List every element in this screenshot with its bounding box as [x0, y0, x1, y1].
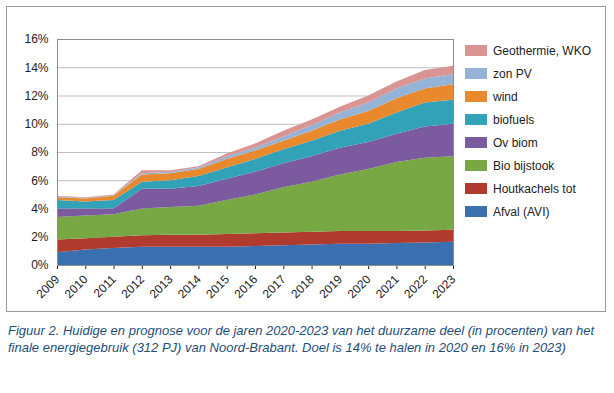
svg-text:14%: 14%	[24, 61, 48, 75]
svg-text:2019: 2019	[316, 272, 345, 301]
svg-text:0%: 0%	[31, 258, 49, 272]
svg-text:12%: 12%	[24, 89, 48, 103]
html-text:Houtkachels tot: Houtkachels tot	[493, 181, 576, 196]
svg-text:2020: 2020	[345, 272, 374, 301]
html-text:wind: wind	[493, 89, 518, 104]
html-text:Afval (AVI): Afval (AVI)	[493, 204, 550, 219]
svg-text:2013: 2013	[147, 272, 176, 301]
html-text:biofuels: biofuels	[493, 112, 535, 127]
svg-text:2023: 2023	[430, 272, 459, 301]
html-text:Ov biom: Ov biom	[493, 135, 538, 150]
html-text:zon PV: zon PV	[493, 66, 532, 81]
svg-text:8%: 8%	[31, 145, 49, 159]
svg-text:2018: 2018	[288, 272, 317, 301]
html-text:Bio bijstook: Bio bijstook	[493, 158, 555, 173]
svg-text:4%: 4%	[31, 202, 49, 216]
svg-text:2010: 2010	[62, 272, 91, 301]
svg-text:2015: 2015	[203, 272, 232, 301]
html-text:Geothermie, WKO: Geothermie, WKO	[493, 43, 591, 58]
svg-text:2021: 2021	[373, 272, 402, 301]
svg-text:16%: 16%	[24, 32, 48, 46]
svg-text:2011: 2011	[91, 272, 119, 300]
svg-text:6%: 6%	[31, 174, 49, 188]
svg-text:2022: 2022	[401, 272, 430, 301]
svg-text:2009: 2009	[34, 272, 63, 301]
svg-text:2014: 2014	[175, 272, 204, 301]
svg-text:10%: 10%	[24, 117, 48, 131]
svg-text:2012: 2012	[118, 272, 147, 301]
svg-text:2017: 2017	[260, 272, 289, 301]
svg-text:2016: 2016	[232, 272, 261, 301]
html-text:Figuur 2. Huidige en prognose: Figuur 2. Huidige en prognose voor de ja…	[8, 323, 595, 355]
svg-text:2%: 2%	[31, 230, 49, 244]
